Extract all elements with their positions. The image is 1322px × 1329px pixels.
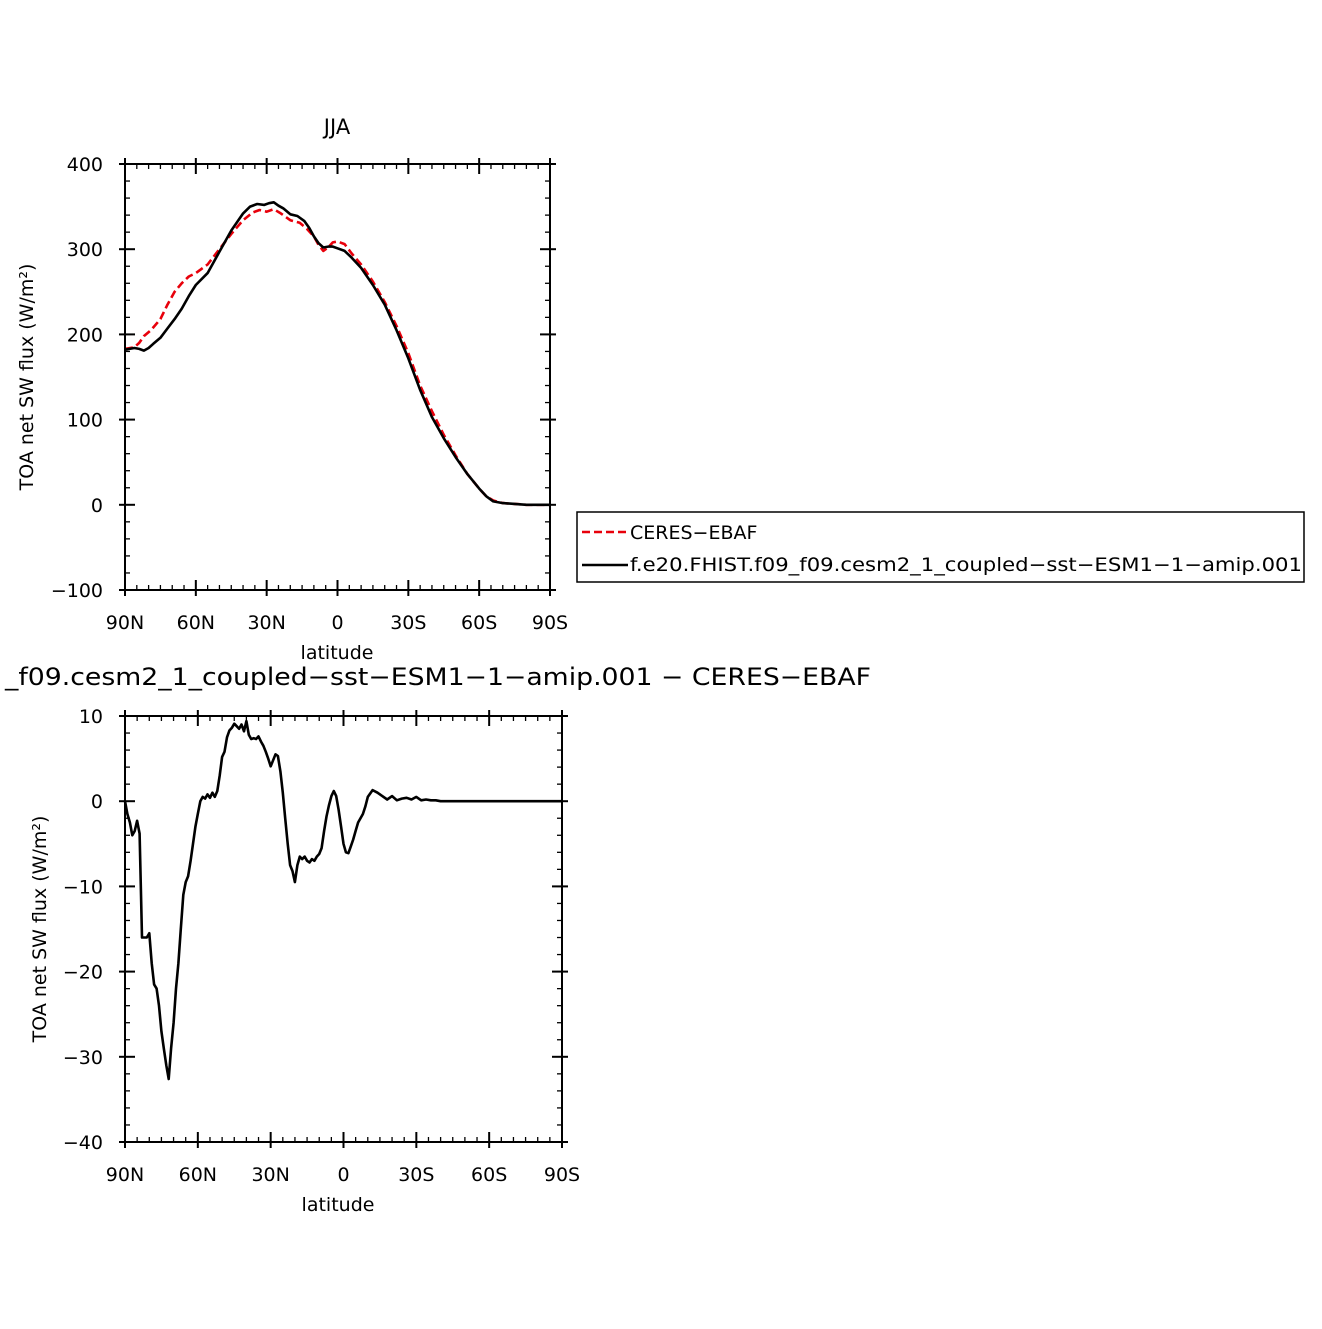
x-tick-label: 60N	[177, 612, 215, 634]
y-tick-label: 200	[67, 324, 103, 346]
x-tick-label: 90N	[106, 1164, 144, 1186]
bottom-chart-title: _f09.cesm2_1_coupled−sst−ESM1−1−amip.001…	[4, 663, 871, 691]
bottom-x-tick-labels: 90N 60N 30N 0 30S 60S 90S	[106, 1164, 580, 1186]
y-tick-label: 400	[67, 154, 103, 176]
y-tick-label: 10	[79, 706, 103, 728]
top-chart-title: JJA	[322, 115, 351, 139]
x-tick-label: 90S	[532, 612, 568, 634]
x-tick-label: 90N	[106, 612, 144, 634]
legend-label-ceres: CERES−EBAF	[630, 522, 757, 544]
top-x-tick-labels: 90N 60N 30N 0 30S 60S 90S	[106, 612, 568, 634]
series-difference-line	[123, 719, 562, 1081]
y-tick-label: −30	[63, 1047, 103, 1069]
bottom-series-group	[123, 719, 562, 1081]
top-y-tick-labels: −100 0 100 200 300 400	[51, 154, 103, 602]
y-tick-label: 100	[67, 410, 103, 432]
legend: CERES−EBAF f.e20.FHIST.f09_f09.cesm2_1_c…	[576, 511, 1305, 583]
y-tick-label: −40	[63, 1132, 103, 1154]
y-tick-label: −10	[63, 876, 103, 898]
y-tick-label: 0	[91, 791, 103, 813]
x-tick-label: 30S	[390, 612, 426, 634]
bottom-y-axis-label: TOA net SW flux (W/m²)	[29, 816, 51, 1044]
x-tick-label: 0	[337, 1164, 349, 1186]
x-tick-label: 60N	[179, 1164, 217, 1186]
top-plot-frame	[124, 163, 551, 591]
x-tick-label: 60S	[471, 1164, 507, 1186]
legend-box	[576, 511, 1305, 583]
bottom-panel: _f09.cesm2_1_coupled−sst−ESM1−1−amip.001…	[4, 663, 871, 1216]
bottom-x-axis-label: latitude	[302, 1194, 375, 1216]
y-tick-label: −20	[63, 962, 103, 984]
legend-label-model: f.e20.FHIST.f09_f09.cesm2_1_coupled−sst−…	[630, 554, 1302, 576]
bottom-plot-frame	[124, 715, 563, 1143]
top-series-group	[124, 201, 550, 507]
bottom-y-tick-labels: −40 −30 −20 −10 0 10	[63, 706, 103, 1154]
y-tick-label: 300	[67, 239, 103, 261]
y-tick-label: 0	[91, 495, 103, 517]
series-model-line	[124, 201, 550, 507]
x-tick-label: 60S	[461, 612, 497, 634]
x-tick-label: 0	[331, 612, 343, 634]
top-x-axis-label: latitude	[301, 642, 374, 664]
x-tick-label: 30S	[398, 1164, 434, 1186]
y-tick-label: −100	[51, 580, 103, 602]
x-tick-label: 90S	[544, 1164, 580, 1186]
top-y-axis-label: TOA net SW flux (W/m²)	[16, 264, 38, 492]
x-tick-label: 30N	[251, 1164, 289, 1186]
x-tick-label: 30N	[247, 612, 285, 634]
